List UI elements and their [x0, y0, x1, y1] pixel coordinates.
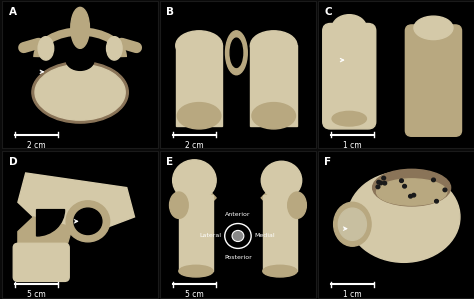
Text: 5 cm: 5 cm [27, 290, 46, 299]
Bar [250, 45, 297, 126]
Ellipse shape [66, 50, 94, 70]
Text: B: B [166, 7, 174, 17]
FancyArrowPatch shape [24, 43, 38, 48]
Ellipse shape [179, 265, 213, 277]
Text: Medial: Medial [255, 234, 275, 239]
Circle shape [403, 184, 406, 188]
Polygon shape [261, 180, 297, 210]
Text: 2 cm: 2 cm [27, 141, 46, 150]
Ellipse shape [38, 37, 54, 60]
FancyBboxPatch shape [405, 25, 462, 136]
Ellipse shape [71, 7, 90, 48]
Circle shape [435, 199, 438, 203]
Ellipse shape [373, 169, 451, 206]
Ellipse shape [376, 179, 447, 205]
Ellipse shape [35, 65, 125, 120]
Text: Posterior: Posterior [224, 255, 252, 260]
Ellipse shape [414, 16, 453, 39]
Ellipse shape [288, 192, 306, 218]
Circle shape [412, 193, 416, 197]
Ellipse shape [107, 37, 122, 60]
Wedge shape [36, 210, 64, 236]
Circle shape [66, 201, 109, 242]
Circle shape [377, 180, 381, 184]
Bar [176, 45, 222, 126]
Text: Anterior: Anterior [225, 212, 251, 217]
Ellipse shape [226, 31, 247, 75]
Circle shape [379, 181, 383, 185]
Circle shape [400, 179, 403, 182]
Ellipse shape [32, 62, 128, 123]
Ellipse shape [176, 31, 222, 60]
Text: 1 cm: 1 cm [343, 141, 362, 150]
Ellipse shape [170, 192, 188, 218]
Text: 2 cm: 2 cm [185, 141, 204, 150]
Bar [179, 195, 213, 271]
Ellipse shape [250, 31, 297, 60]
Text: F: F [324, 157, 331, 167]
Circle shape [432, 178, 435, 182]
Ellipse shape [332, 15, 366, 41]
Ellipse shape [338, 208, 366, 240]
Ellipse shape [332, 112, 366, 126]
FancyBboxPatch shape [13, 243, 69, 281]
Circle shape [376, 185, 380, 189]
Ellipse shape [263, 265, 297, 277]
Polygon shape [18, 173, 135, 231]
Ellipse shape [252, 103, 295, 129]
Circle shape [409, 194, 412, 198]
FancyBboxPatch shape [323, 24, 376, 129]
Ellipse shape [230, 38, 243, 68]
Text: D: D [9, 157, 17, 167]
Text: C: C [324, 7, 332, 17]
Ellipse shape [334, 202, 371, 246]
Polygon shape [18, 217, 73, 271]
Circle shape [261, 161, 301, 199]
Text: E: E [166, 157, 173, 167]
Circle shape [232, 231, 244, 242]
Circle shape [382, 176, 385, 180]
Circle shape [383, 181, 387, 185]
Circle shape [173, 160, 216, 201]
Circle shape [74, 208, 102, 234]
Text: 5 cm: 5 cm [185, 290, 204, 299]
FancyArrowPatch shape [122, 43, 137, 48]
Text: A: A [9, 7, 17, 17]
Text: Lateral: Lateral [200, 234, 222, 239]
Text: 1 cm: 1 cm [343, 290, 362, 299]
Ellipse shape [348, 172, 460, 262]
Bar [263, 195, 297, 271]
Circle shape [443, 188, 447, 192]
Polygon shape [176, 180, 216, 210]
Ellipse shape [177, 103, 221, 129]
